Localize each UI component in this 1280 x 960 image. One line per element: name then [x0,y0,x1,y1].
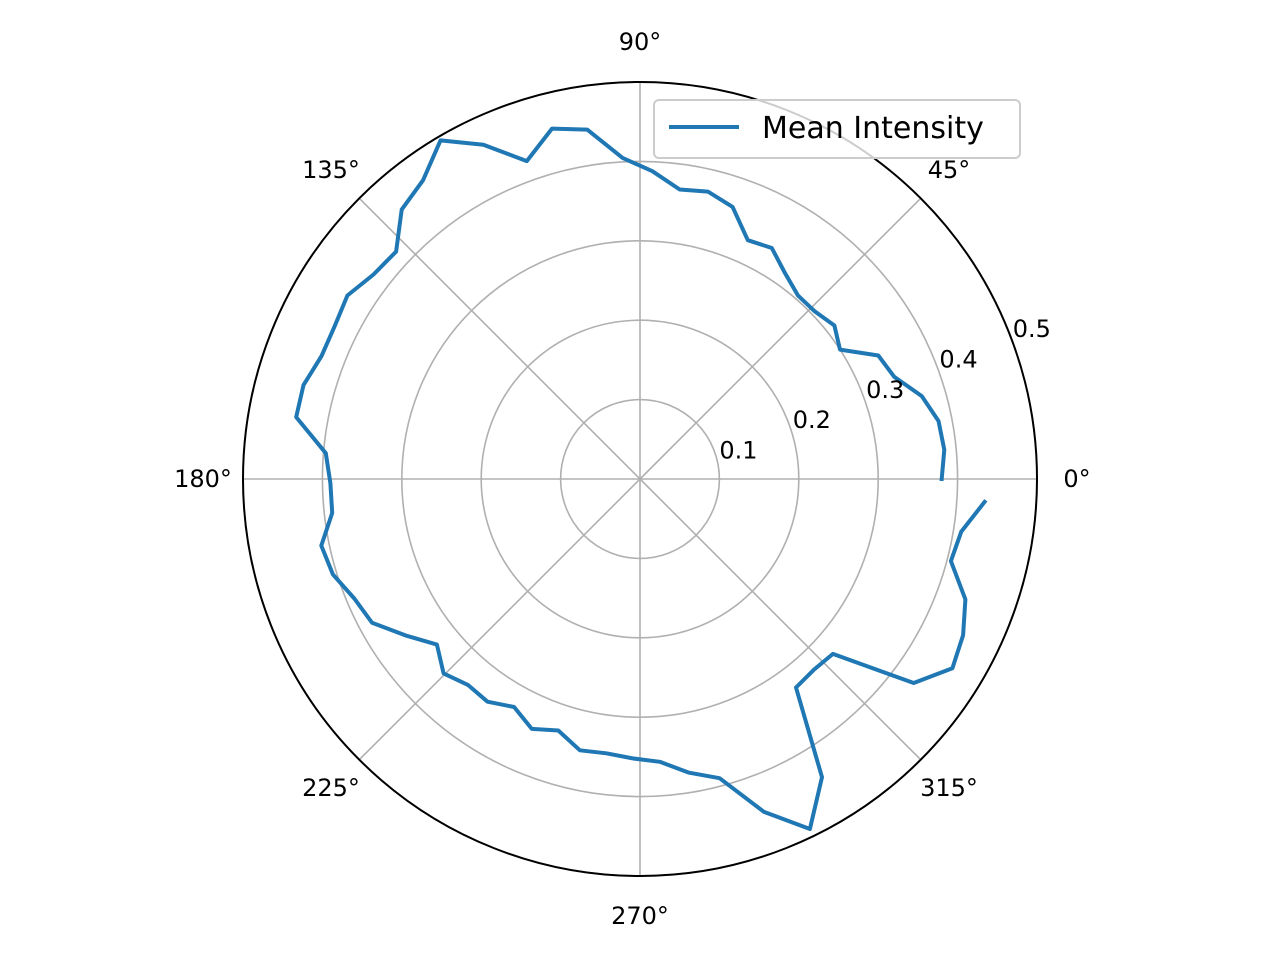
theta-gridline-45 [639,197,922,480]
polar-frame [242,81,1038,877]
theta-tick-label: 45° [928,156,971,184]
theta-tick-label: 90° [619,28,662,56]
r-tick-labels: 0.1 0.2 0.3 0.4 0.5 [719,315,1051,465]
r-tick-label: 0.5 [1013,315,1051,343]
theta-tick-label: 0° [1063,465,1090,493]
legend: Mean Intensity [653,99,1021,159]
theta-tick-label: 270° [611,902,669,930]
theta-tick-label: 135° [302,156,360,184]
theta-gridline-315 [639,478,922,761]
legend-label: Mean Intensity [762,111,984,146]
polar-grid [242,81,1038,877]
legend-frame [653,99,1021,159]
r-tick-label: 0.1 [719,437,757,465]
series-layer [294,126,988,831]
theta-tick-label: 315° [920,774,978,802]
r-tick-label: 0.3 [866,376,904,404]
theta-gridline-135 [358,197,641,480]
theta-gridline-225 [358,478,641,761]
r-tick-label: 0.2 [793,406,831,434]
theta-tick-label: 180° [174,465,232,493]
theta-tick-label: 225° [302,774,360,802]
theta-tick-labels: 0° 45° 90° 135° 180° 225° 270° 315° [174,28,1091,930]
series-line-0 [294,126,988,831]
r-tick-label: 0.4 [939,345,977,373]
